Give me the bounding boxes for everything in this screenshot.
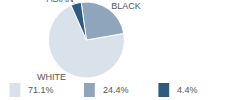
svg-text:ASIAN: ASIAN: [47, 0, 74, 4]
svg-text:24.4%: 24.4%: [103, 85, 129, 95]
svg-text:71.1%: 71.1%: [28, 85, 54, 95]
svg-text:4.4%: 4.4%: [177, 85, 198, 95]
svg-text:BLACK: BLACK: [111, 1, 141, 11]
svg-text:WHITE: WHITE: [37, 72, 66, 82]
